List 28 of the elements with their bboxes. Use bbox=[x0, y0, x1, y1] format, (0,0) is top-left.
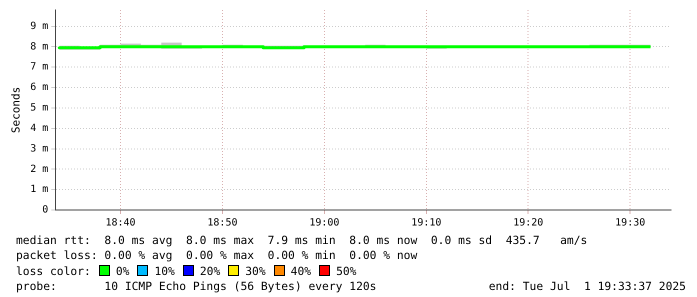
y-tick-label: 5 m bbox=[30, 102, 48, 114]
y-tick-label: 8 m bbox=[30, 41, 48, 52]
text: 50% bbox=[336, 264, 356, 278]
text: 10% bbox=[154, 264, 175, 278]
text: loss color: bbox=[16, 264, 91, 278]
y-tick-label: 0 bbox=[42, 204, 48, 216]
text: median rtt: 8.0 ms avg 8.0 ms max 7.9 ms min 8.0 ms now 0.0 ms sd 435.7 am/s bbox=[16, 234, 588, 247]
x-tick-label: 19:00 bbox=[309, 218, 340, 229]
text: 30% bbox=[245, 264, 266, 278]
text: packet loss: 0.00 % avg 0.00 % max 0.00 % min 0.00 % now bbox=[16, 249, 418, 262]
text: 0% bbox=[116, 264, 130, 278]
x-tick-label: 18:40 bbox=[105, 218, 136, 229]
text: probe: 10 ICMP Echo Pings (56 Bytes) every 120s bbox=[16, 280, 376, 293]
y-tick-label: 9 m bbox=[30, 20, 48, 32]
y-tick-label: 7 m bbox=[30, 62, 48, 73]
x-tick-label: 18:50 bbox=[207, 218, 238, 229]
y-tick-label: 4 m bbox=[30, 122, 48, 134]
y-tick-label: 6 m bbox=[30, 82, 48, 94]
y-tick-label: 2 m bbox=[30, 164, 48, 175]
x-tick-label: 19:30 bbox=[615, 218, 646, 229]
y-axis-title: Seconds bbox=[9, 86, 22, 134]
text: end: Tue Jul 1 19:33:37 2025 bbox=[488, 278, 686, 294]
x-tick-label: 19:10 bbox=[411, 218, 442, 229]
y-tick-label: 3 m bbox=[30, 143, 48, 154]
x-tick-label: 19:20 bbox=[513, 218, 544, 229]
text: 40% bbox=[290, 264, 312, 278]
y-tick-label: 1 m bbox=[30, 184, 48, 196]
text: 20% bbox=[200, 264, 220, 278]
